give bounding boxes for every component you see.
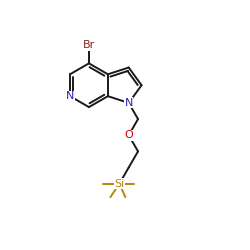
Text: Si: Si <box>114 179 124 189</box>
Text: N: N <box>124 98 133 108</box>
Text: Br: Br <box>83 40 95 50</box>
Text: N: N <box>66 91 74 101</box>
Text: O: O <box>124 130 133 140</box>
